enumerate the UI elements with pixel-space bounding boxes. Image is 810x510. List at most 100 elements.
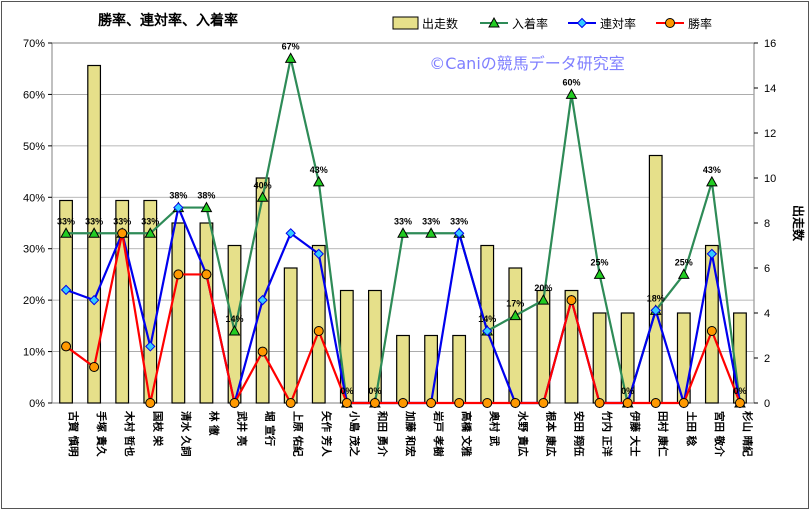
bar-starts [311, 244, 326, 404]
marker-nyuchaku [593, 268, 606, 279]
x-tick-label: 堀 宣行 [264, 411, 277, 447]
data-label: 60% [562, 77, 580, 87]
y-left-tick-label: 40% [23, 192, 45, 204]
marker-shouritsu [89, 362, 100, 372]
x-tick-label: 田村 康仁 [657, 411, 670, 457]
y-right-tick-label: 6 [764, 263, 770, 275]
bar-starts [59, 199, 73, 404]
legend-marker [665, 18, 675, 28]
data-label: 40% [254, 180, 272, 190]
y-left-tick-label: 0% [29, 398, 45, 410]
x-tick-label: 矢作 芳人 [320, 411, 333, 457]
marker-nyuchaku [425, 227, 437, 238]
marker-shouritsu [566, 295, 577, 306]
marker-nyuchaku [228, 324, 241, 336]
bar-starts [171, 222, 186, 404]
bar-starts [452, 334, 467, 404]
x-tick-label: 竹内 正洋 [601, 410, 614, 457]
marker-rentai [285, 228, 296, 239]
bar-starts [396, 334, 410, 404]
marker-shouritsu [510, 398, 521, 408]
marker-nyuchaku [706, 175, 718, 187]
y-right-tick-label: 0 [764, 398, 770, 410]
data-label: 0% [368, 386, 381, 396]
marker-shouritsu [734, 398, 745, 408]
data-label: 25% [675, 257, 693, 267]
legend-label: 連対率 [600, 16, 636, 31]
marker-shouritsu [426, 398, 437, 408]
marker-nyuchaku [200, 201, 213, 213]
marker-shouritsu [313, 326, 324, 336]
data-label: 18% [647, 293, 665, 303]
y-right-tick-label: 2 [764, 353, 770, 365]
marker-shouritsu [145, 398, 156, 408]
marker-shouritsu [61, 341, 72, 352]
marker-nyuchaku [144, 227, 157, 238]
marker-nyuchaku [677, 268, 690, 279]
y-left-tick-label: 30% [23, 244, 45, 256]
marker-rentai [145, 341, 156, 352]
data-label: 0% [621, 386, 634, 396]
watermark-text: ©Caniの競馬データ研究室 [429, 54, 625, 73]
marker-shouritsu [454, 398, 465, 408]
marker-shouritsu [650, 398, 661, 408]
x-tick-label: 奥村 武 [488, 411, 501, 447]
data-label: 33% [422, 216, 440, 226]
y-left-tick-label: 20% [23, 295, 45, 307]
x-tick-label: 安田 翔伍 [572, 411, 585, 457]
marker-shouritsu [538, 398, 549, 408]
x-tick-label: 水野 貴広 [516, 410, 529, 457]
legend-label: 入着率 [512, 16, 548, 31]
y-left-tick-label: 70% [23, 38, 45, 50]
x-tick-label: 国枝 栄 [151, 411, 164, 447]
x-tick-label: 宮田 敬介 [713, 411, 726, 457]
bar-starts [283, 267, 298, 404]
x-tick-label: 岩戸 孝樹 [432, 410, 445, 457]
data-label: 67% [282, 41, 300, 51]
x-tick-label: 林 徹 [207, 411, 220, 436]
bar-starts [424, 334, 438, 404]
x-tick-label: 高橋 文雅 [460, 411, 473, 457]
marker-nyuchaku [256, 191, 269, 202]
marker-rentai [706, 248, 718, 260]
marker-shouritsu [117, 228, 128, 239]
marker-rentai [650, 305, 661, 316]
marker-nyuchaku [537, 294, 550, 305]
marker-rentai [173, 202, 184, 213]
data-label: 33% [57, 216, 75, 226]
marker-shouritsu [229, 398, 240, 408]
y-right-tick-label: 10 [764, 173, 776, 185]
data-label: 38% [169, 191, 187, 201]
data-label: 38% [197, 191, 215, 201]
data-label: 17% [506, 299, 524, 309]
x-tick-label: 土田 稔 [685, 411, 698, 447]
marker-shouritsu [173, 269, 184, 280]
y-left-tick-label: 60% [23, 89, 45, 101]
data-label: 33% [141, 216, 159, 226]
x-tick-label: 古賀 慎明 [67, 411, 80, 457]
bar-starts [648, 154, 663, 404]
data-label: 25% [591, 257, 609, 267]
y-left-tick-label: 10% [23, 347, 45, 359]
legend-label: 勝率 [688, 16, 712, 31]
x-tick-label: 木村 哲也 [123, 410, 136, 457]
x-tick-label: 根本 康広 [544, 411, 557, 457]
marker-nyuchaku [284, 52, 297, 63]
marker-shouritsu [341, 398, 352, 408]
x-tick-label: 伊藤 大士 [629, 410, 642, 457]
data-label: 33% [113, 216, 131, 226]
y-left-tick-label: 50% [23, 141, 45, 153]
x-tick-label: 加藤 和宏 [404, 410, 417, 457]
marker-shouritsu [678, 398, 689, 408]
bar-starts [199, 222, 214, 404]
legend-marker [576, 17, 588, 29]
marker-nyuchaku [565, 88, 578, 99]
marker-nyuchaku [312, 175, 325, 187]
marker-shouritsu [398, 398, 408, 408]
y-right-tick-label: 12 [764, 128, 776, 140]
legend-swatch-bar [392, 16, 419, 30]
x-tick-label: 上原 佑紀 [292, 411, 305, 457]
y-right-tick-label: 4 [764, 308, 770, 320]
bar-starts [480, 244, 495, 404]
